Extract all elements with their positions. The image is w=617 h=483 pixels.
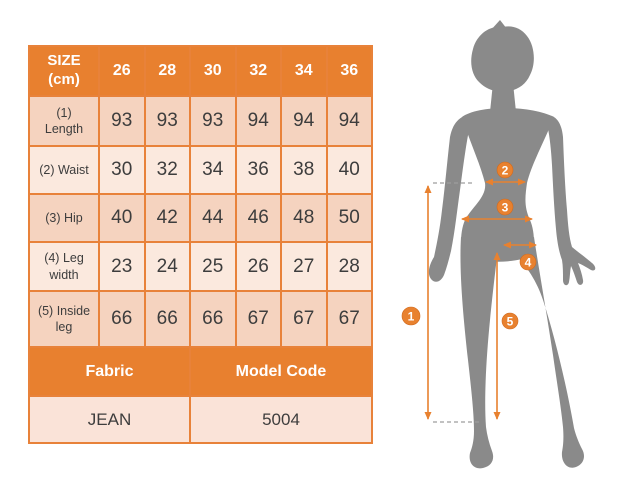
table-cell: 40	[325, 145, 373, 195]
size-chart-table: SIZE (cm) 26 28 30 32 34 36 (1) Length 9…	[28, 45, 373, 444]
silhouette-neck	[490, 73, 516, 112]
table-cell: 66	[98, 290, 146, 348]
table-cell: 94	[280, 95, 328, 147]
table-row-waist: (2) Waist 30 32 34 36 38 40	[28, 145, 373, 195]
table-row-hip: (3) Hip 40 42 44 46 48 50	[28, 193, 373, 243]
row-label-waist: (2) Waist	[28, 145, 100, 195]
row-label-length: (1) Length	[28, 95, 100, 147]
row-label-hip: (3) Hip	[28, 193, 100, 243]
silhouette-right-leg	[502, 237, 584, 468]
fabric-value: JEAN	[28, 395, 191, 444]
table-cell: 40	[98, 193, 146, 243]
table-header-row: SIZE (cm) 26 28 30 32 34 36	[28, 45, 373, 97]
size-column-header-32: 32	[234, 45, 282, 97]
table-row-leg-width: (4) Leg width 23 24 25 26 27 28	[28, 241, 373, 292]
size-column-header-26: 26	[98, 45, 146, 97]
table-cell: 94	[325, 95, 373, 147]
table-cell: 32	[143, 145, 191, 195]
table-cell: 93	[189, 95, 237, 147]
table-cell: 66	[189, 290, 237, 348]
silhouette-left-leg	[460, 237, 498, 469]
table-cell: 36	[234, 145, 282, 195]
silhouette-torso	[461, 108, 554, 262]
table-cell: 30	[98, 145, 146, 195]
marker-3-number: 3	[502, 201, 509, 215]
marker-5-number: 5	[507, 315, 514, 329]
table-cell: 27	[280, 241, 328, 292]
table-cell: 28	[325, 241, 373, 292]
woman-silhouette-image	[428, 20, 596, 469]
table-footer-header-row: Fabric Model Code	[28, 346, 373, 397]
measurement-arrows	[424, 178, 537, 420]
marker-1-number: 1	[408, 310, 415, 324]
silhouette-head	[471, 26, 534, 91]
dashed-reference-lines	[433, 182, 480, 423]
marker-3-badge: 3	[496, 198, 514, 216]
table-row-length: (1) Length 93 93 93 94 94 94	[28, 95, 373, 147]
model-code-value: 5004	[189, 395, 373, 444]
marker-4-number: 4	[525, 256, 532, 270]
table-cell: 93	[98, 95, 146, 147]
table-cell: 66	[143, 290, 191, 348]
table-cell: 48	[280, 193, 328, 243]
marker-4-badge: 4	[519, 253, 537, 271]
table-cell: 24	[143, 241, 191, 292]
table-cell: 67	[280, 290, 328, 348]
size-unit-header: SIZE (cm)	[28, 45, 100, 97]
marker-5-badge: 5	[501, 312, 519, 330]
fabric-header: Fabric	[28, 346, 191, 397]
row-label-leg-width: (4) Leg width	[28, 241, 100, 292]
silhouette-hair-flick	[490, 20, 507, 31]
table-cell: 26	[234, 241, 282, 292]
table-cell: 50	[325, 193, 373, 243]
size-column-header-34: 34	[280, 45, 328, 97]
table-cell: 23	[98, 241, 146, 292]
table-cell: 44	[189, 193, 237, 243]
model-code-header: Model Code	[189, 346, 373, 397]
silhouette-left-arm	[428, 115, 470, 282]
table-cell: 25	[189, 241, 237, 292]
size-column-header-28: 28	[143, 45, 191, 97]
marker-2-number: 2	[502, 164, 509, 178]
table-cell: 34	[189, 145, 237, 195]
silhouette-right-arm	[546, 115, 596, 286]
table-cell: 94	[234, 95, 282, 147]
table-cell: 46	[234, 193, 282, 243]
table-cell: 93	[143, 95, 191, 147]
marker-2-badge: 2	[496, 161, 514, 179]
measurement-diagram: 1 2 3 4 5	[401, 20, 596, 469]
size-column-header-30: 30	[189, 45, 237, 97]
table-footer-value-row: JEAN 5004	[28, 395, 373, 444]
table-cell: 67	[325, 290, 373, 348]
table-cell: 42	[143, 193, 191, 243]
number-markers: 1 2 3 4 5	[401, 161, 537, 330]
table-row-inside-leg: (5) Inside leg 66 66 66 67 67 67	[28, 290, 373, 348]
row-label-inside-leg: (5) Inside leg	[28, 290, 100, 348]
table-cell: 38	[280, 145, 328, 195]
size-column-header-36: 36	[325, 45, 373, 97]
table-cell: 67	[234, 290, 282, 348]
marker-1-badge: 1	[401, 306, 421, 326]
